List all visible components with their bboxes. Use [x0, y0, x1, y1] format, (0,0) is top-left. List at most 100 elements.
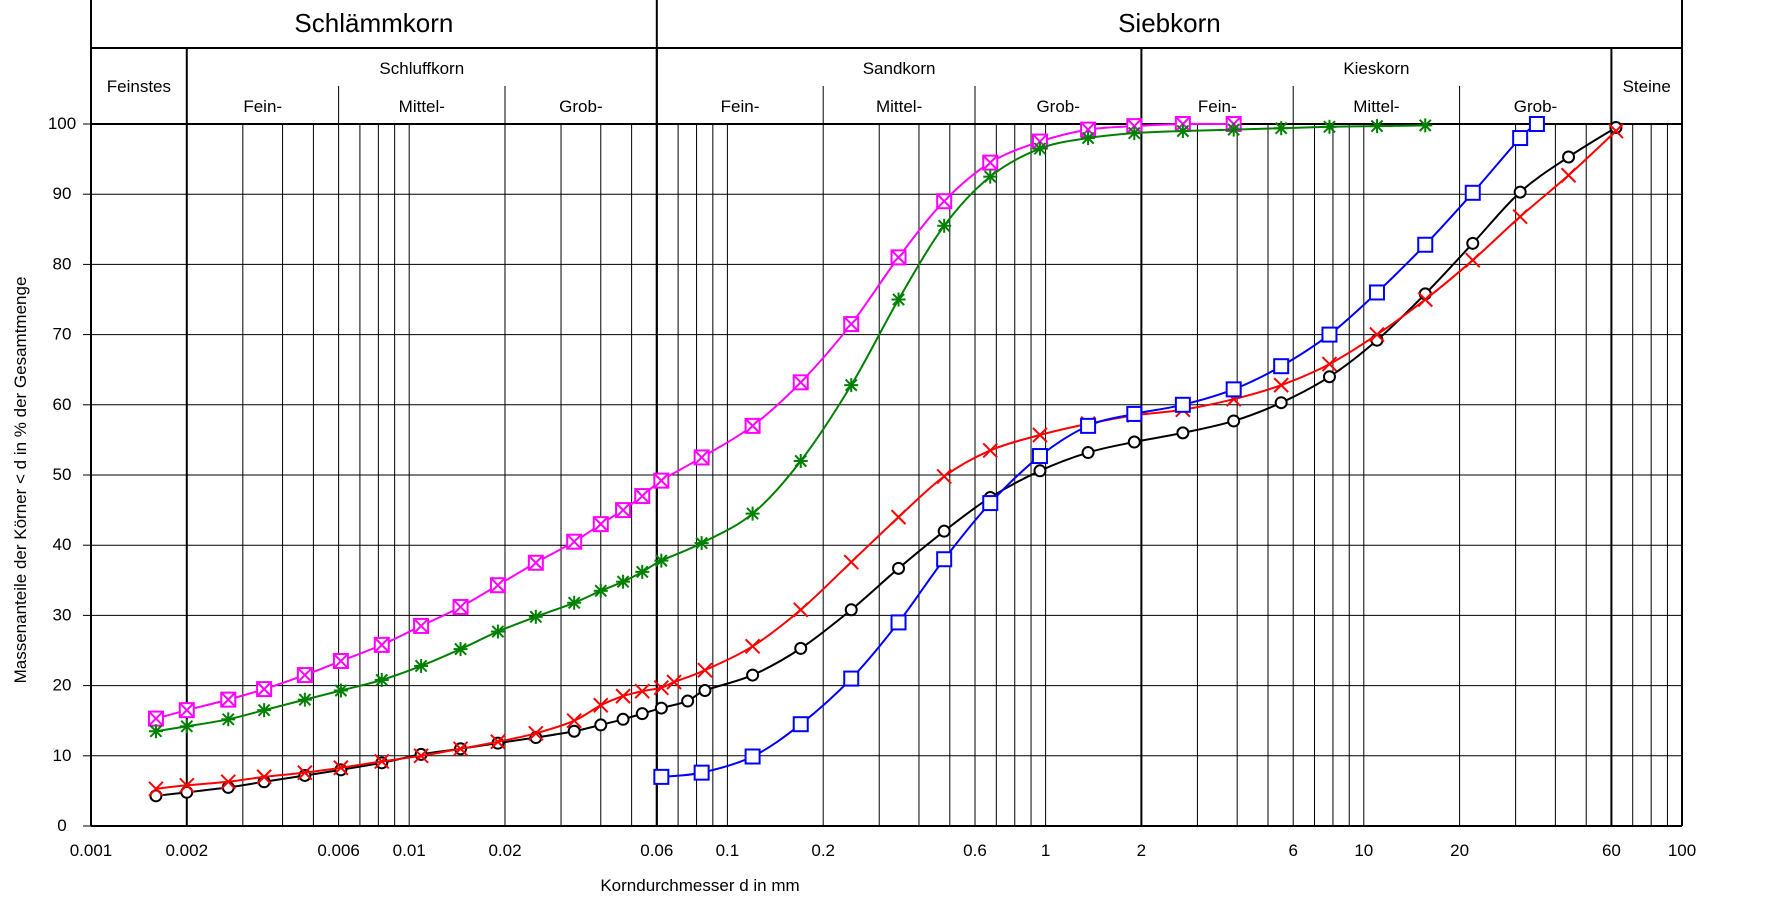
data-point: [220, 774, 236, 790]
data-point: [179, 719, 194, 734]
x-tick-label: 0.2: [811, 841, 835, 860]
data-point: [333, 683, 348, 698]
data-point: [937, 218, 952, 233]
grid: [90, 123, 1682, 827]
point-marker: [697, 662, 713, 678]
point-marker: [1032, 427, 1048, 443]
point-marker: [1418, 119, 1432, 132]
data-point: [490, 624, 505, 639]
point-marker: [1417, 236, 1434, 253]
data-point: [1033, 464, 1047, 478]
data-point: [653, 768, 670, 785]
point-marker: [1273, 358, 1290, 375]
point-marker: [1176, 124, 1190, 138]
data-point: [1513, 185, 1527, 199]
data-point: [180, 785, 194, 799]
point-marker: [892, 293, 905, 306]
data-point: [693, 764, 710, 781]
band-mid-label: Schluffkorn: [379, 59, 464, 78]
point-marker: [1032, 133, 1048, 150]
point-marker: [1368, 284, 1385, 301]
data-point: [221, 712, 236, 727]
data-point: [616, 574, 631, 589]
data-point: [453, 642, 468, 657]
point-marker: [221, 712, 235, 726]
data-point: [1466, 236, 1480, 250]
x-tick-label: 0.001: [70, 841, 113, 860]
data-point: [178, 702, 195, 719]
point-marker: [566, 533, 582, 550]
x-tick-label: 20: [1450, 841, 1469, 860]
point-marker: [375, 673, 389, 687]
y-tick-label: 90: [53, 184, 72, 203]
series-line: [155, 124, 1426, 733]
point-marker: [666, 674, 682, 690]
y-tick-label: 70: [53, 325, 72, 344]
point-marker: [1369, 326, 1385, 343]
band-sub-label: Mittel-: [876, 97, 922, 116]
data-point: [634, 683, 650, 699]
point-marker: [653, 679, 670, 696]
y-tick-label: 80: [53, 254, 72, 273]
data-point: [654, 701, 668, 715]
x-tick-label: 0.06: [640, 841, 673, 860]
data-point: [297, 692, 312, 707]
soil-fraction-header: Schlämmkorn Siebkorn Feinstes Schluffkorn Sa…: [90, 0, 1683, 827]
point-marker: [1465, 252, 1481, 268]
data-point: [1226, 122, 1241, 137]
data-point: [615, 688, 631, 704]
y-tick-label: 40: [53, 535, 72, 554]
data-point: [413, 748, 429, 764]
point-marker: [635, 707, 649, 721]
data-point: [793, 602, 809, 618]
data-point: [179, 777, 195, 793]
data-point: [1322, 370, 1336, 384]
point-marker: [1127, 435, 1141, 449]
point-marker: [452, 599, 469, 615]
data-point: [890, 249, 907, 266]
point-marker: [1513, 185, 1527, 199]
point-marker: [1274, 121, 1288, 135]
point-marker: [220, 774, 236, 790]
data-point: [635, 564, 650, 579]
data-point: [334, 763, 348, 777]
band-mid-label: Steine: [1623, 77, 1671, 96]
data-point: [567, 595, 582, 610]
band-sub-label: Mittel-: [1353, 97, 1399, 116]
data-point: [891, 292, 906, 307]
data-point: [793, 453, 808, 468]
point-marker: [1227, 414, 1241, 428]
point-marker: [297, 667, 313, 683]
data-point: [1528, 116, 1545, 132]
band-sub-label: Fein-: [721, 97, 760, 116]
data-point: [149, 789, 163, 803]
point-marker: [843, 554, 859, 570]
data-point: [844, 378, 859, 393]
data-point: [1464, 184, 1481, 201]
point-marker: [937, 219, 951, 233]
point-marker: [890, 249, 907, 266]
x-tick-label: 100: [1668, 841, 1696, 860]
point-marker: [746, 507, 759, 520]
data-point: [1322, 119, 1337, 134]
data-point: [452, 598, 469, 615]
data-point: [694, 536, 709, 551]
data-point: [1274, 396, 1288, 410]
x-tick-label: 6: [1288, 841, 1297, 860]
point-marker: [1322, 370, 1336, 384]
data-point: [681, 694, 695, 708]
point-marker: [179, 702, 195, 718]
data-point: [1321, 326, 1338, 343]
data-point: [936, 193, 953, 210]
y-tick-label: 0: [57, 816, 66, 835]
data-point: [982, 495, 999, 512]
point-marker: [491, 625, 505, 638]
point-marker: [594, 584, 608, 598]
data-point: [1465, 252, 1481, 268]
data-point: [634, 488, 651, 505]
data-point: [936, 551, 953, 568]
data-point: [936, 468, 952, 485]
point-marker: [374, 753, 390, 770]
point-marker: [374, 637, 390, 653]
data-point: [1418, 118, 1433, 133]
